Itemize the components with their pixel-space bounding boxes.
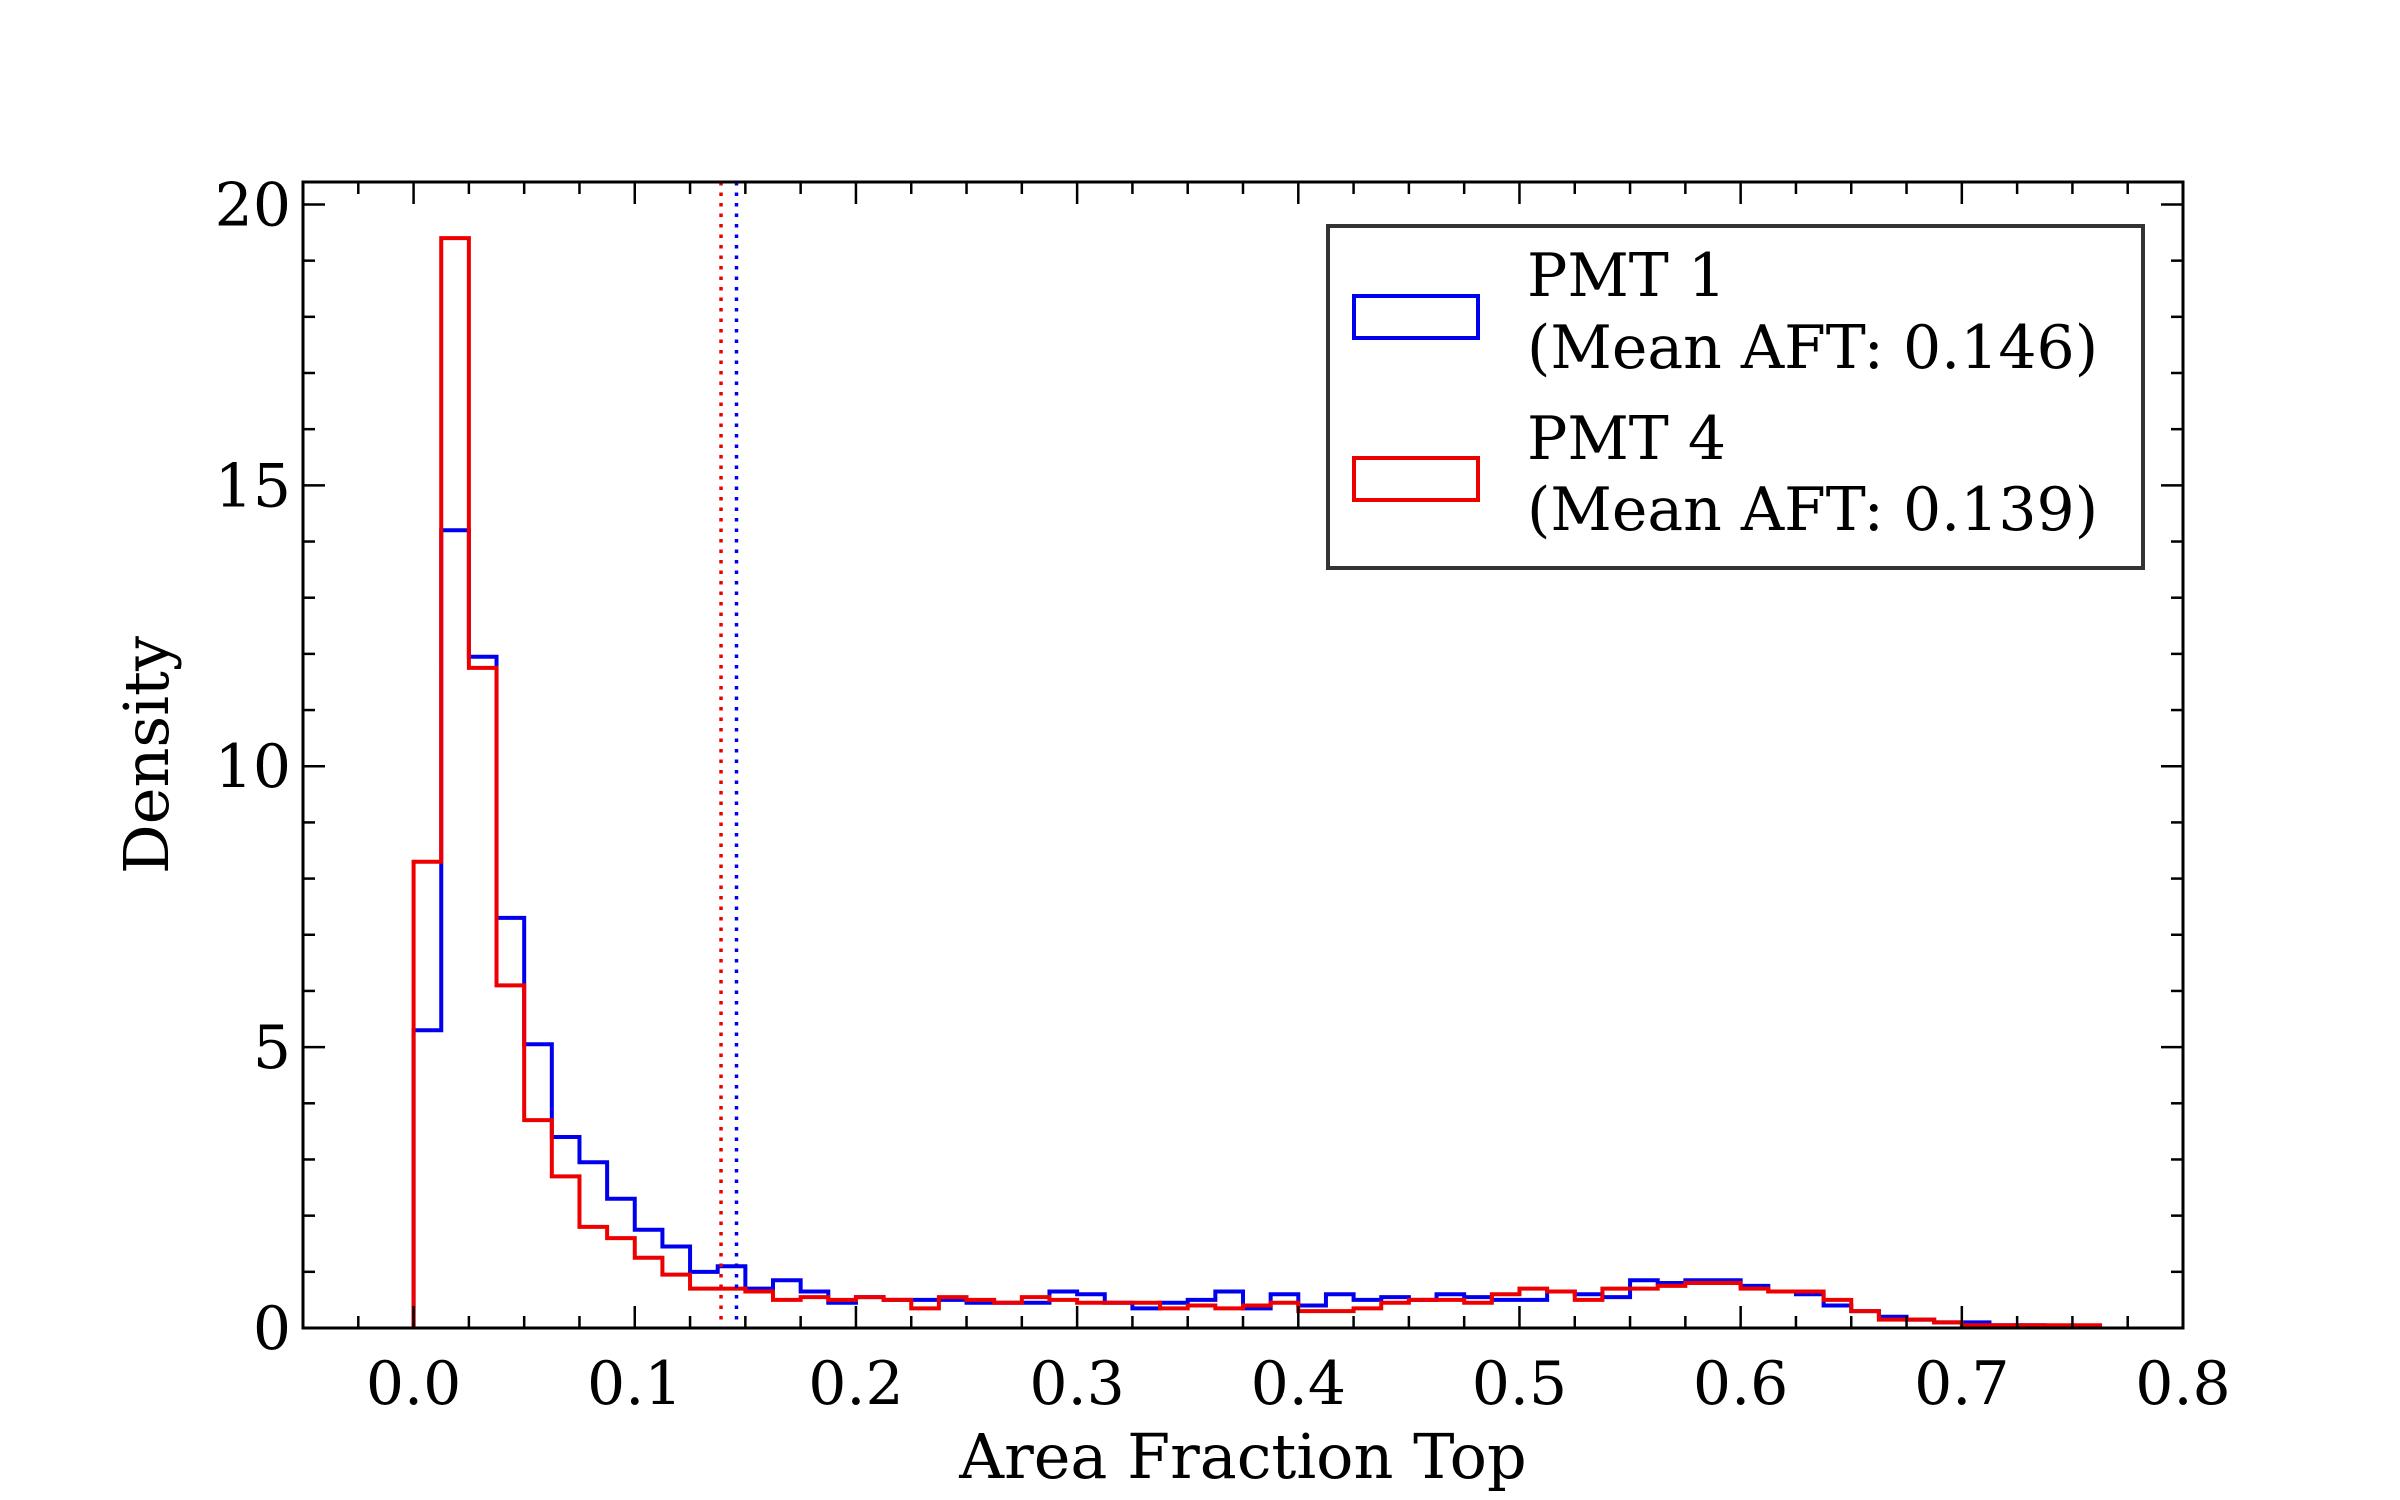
legend-swatch-pmt-1 <box>1352 294 1480 340</box>
x-tick-label: 0.0 <box>366 1349 461 1419</box>
legend-box <box>1326 224 2145 570</box>
histogram-series-pmt-1 <box>411 528 2103 1330</box>
y-tick-label: 0 <box>253 1294 291 1364</box>
tick-labels-layer: 0.0 0.1 0.2 0.3 0.4 0.5 0.6 0.7 0.8 0 5 10 15 20 <box>215 170 2231 1419</box>
legend-swatch-pmt-4 <box>1352 456 1480 502</box>
x-tick-label: 0.7 <box>1914 1349 2009 1419</box>
legend-mean-pmt-4: (Mean AFT: 0.139) <box>1527 475 2098 545</box>
x-tick-label: 0.2 <box>808 1349 903 1419</box>
plot-frame <box>301 180 2185 1330</box>
histogram-series-pmt-4 <box>411 236 2103 1328</box>
legend-mean-pmt-1: (Mean AFT: 0.146) <box>1527 313 2098 383</box>
y-tick-label: 15 <box>215 451 291 521</box>
y-tick-label: 10 <box>215 732 291 802</box>
y-tick-label: 5 <box>253 1013 291 1083</box>
y-tick-label: 20 <box>215 170 291 240</box>
x-axis-label: Area Fraction Top <box>958 1420 1526 1493</box>
legend-label-pmt-4: PMT 4 <box>1527 404 1726 474</box>
series-layer <box>411 236 2103 1330</box>
legend: PMT 1 (Mean AFT: 0.146) PMT 4 (Mean AFT:… <box>1326 224 2145 570</box>
x-tick-label: 0.8 <box>2135 1349 2230 1419</box>
x-tick-label: 0.6 <box>1693 1349 1788 1419</box>
x-tick-label: 0.4 <box>1251 1349 1346 1419</box>
y-axis-label: Density <box>110 636 183 874</box>
x-tick-label: 0.1 <box>587 1349 682 1419</box>
legend-label-pmt-1: PMT 1 <box>1527 241 1726 311</box>
x-tick-label: 0.3 <box>1029 1349 1124 1419</box>
x-tick-label: 0.5 <box>1472 1349 1567 1419</box>
mean-lines-layer <box>719 182 739 1328</box>
